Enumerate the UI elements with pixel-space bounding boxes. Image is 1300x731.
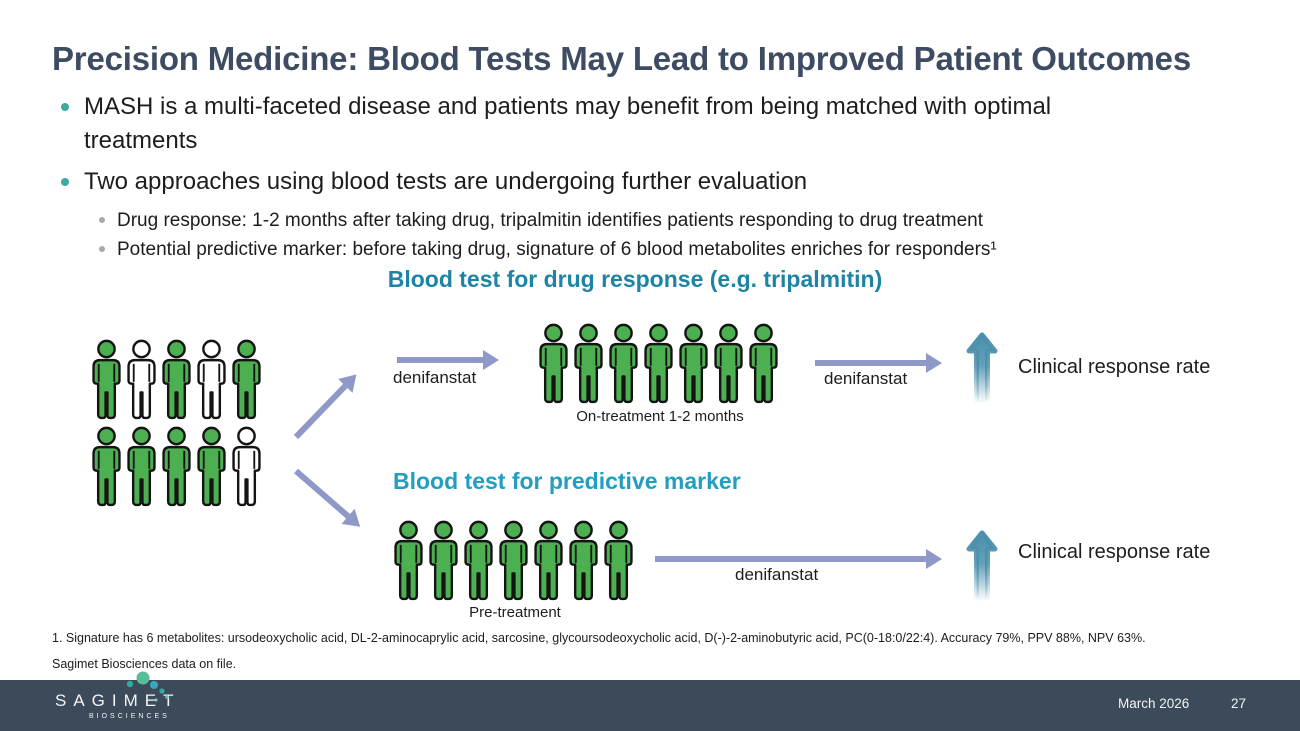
person-icon [92,339,121,420]
person-icon [197,426,226,507]
person-icon [499,520,528,601]
person-icon [232,339,261,420]
person-icon [749,323,778,404]
person-icon [162,426,191,507]
denifanstat-arrow-icon [655,556,927,562]
denifanstat-arrow-icon [815,360,927,366]
footer-bar: SAGIMET BIOSCIENCES March 2026 27 [0,671,1300,731]
logo-subtext: BIOSCIENCES [89,713,170,720]
person-row [390,519,635,603]
person-icon [574,323,603,404]
sub-bullet-text: Drug response: 1-2 months after taking d… [117,210,984,231]
bullet-dot [61,178,69,186]
bullet-item: MASH is a multi-faceted disease and pati… [52,90,1172,158]
person-row [88,338,263,422]
pre-treatment-patient-group [390,519,635,603]
logo-wordmark: SAGIMET [55,691,181,710]
page-number: 27 [1231,696,1247,711]
branch-up-arrow-icon [293,383,349,440]
person-icon [394,520,423,601]
denifanstat-label: denifanstat [735,565,819,584]
bullet-dot [99,246,105,252]
on-treatment-label: On-treatment 1-2 months [576,408,744,425]
pre-treatment-label: Pre-treatment [469,604,561,621]
on-treatment-patient-group [535,322,780,406]
person-icon [679,323,708,404]
sub-bullet-text: Potential predictive marker: before taki… [117,239,997,260]
person-row [535,322,780,406]
denifanstat-arrow-icon [397,357,484,363]
bullet-list: MASH is a multi-faceted disease and pati… [52,90,1172,264]
person-row [88,425,263,509]
person-icon [569,520,598,601]
person-icon [429,520,458,601]
footer-date: March 2026 [1118,696,1190,711]
person-icon [539,323,568,404]
denifanstat-label: denifanstat [393,368,477,387]
person-icon [604,520,633,601]
branch-down-arrow-icon [294,468,351,520]
increase-arrow-icon [966,332,998,406]
person-icon [464,520,493,601]
person-icon [609,323,638,404]
sagimet-logo: SAGIMET BIOSCIENCES [55,691,181,720]
person-icon [534,520,563,601]
person-icon [162,339,191,420]
person-icon [127,339,156,420]
person-icon [714,323,743,404]
bullet-text: MASH is a multi-faceted disease and pati… [84,93,1052,154]
person-icon [127,426,156,507]
increase-arrow-icon [966,530,998,604]
person-icon [92,426,121,507]
drug-response-heading: Blood test for drug response (e.g. tripa… [387,266,883,292]
bullet-item: Two approaches using blood tests are und… [52,165,1172,199]
bullet-text: Two approaches using blood tests are und… [84,168,808,195]
person-icon [232,426,261,507]
bullet-dot [99,217,105,223]
bullet-dot [61,103,69,111]
denifanstat-label: denifanstat [824,369,908,388]
person-icon [197,339,226,420]
predictive-marker-heading: Blood test for predictive marker [393,468,741,494]
footnote-signature: 1. Signature has 6 metabolites: ursodeox… [52,631,1146,645]
sub-bullet-item: Drug response: 1-2 months after taking d… [99,206,1172,235]
clinical-response-label: Clinical response rate [1018,541,1211,563]
sub-bullet-item: Potential predictive marker: before taki… [99,235,1172,264]
footnote-data-on-file: Sagimet Biosciences data on file. [52,657,237,671]
person-icon [644,323,673,404]
logo-dots-icon [126,671,169,702]
baseline-patient-group [88,338,263,509]
page-title: Precision Medicine: Blood Tests May Lead… [52,40,1191,77]
clinical-response-label: Clinical response rate [1018,356,1211,378]
